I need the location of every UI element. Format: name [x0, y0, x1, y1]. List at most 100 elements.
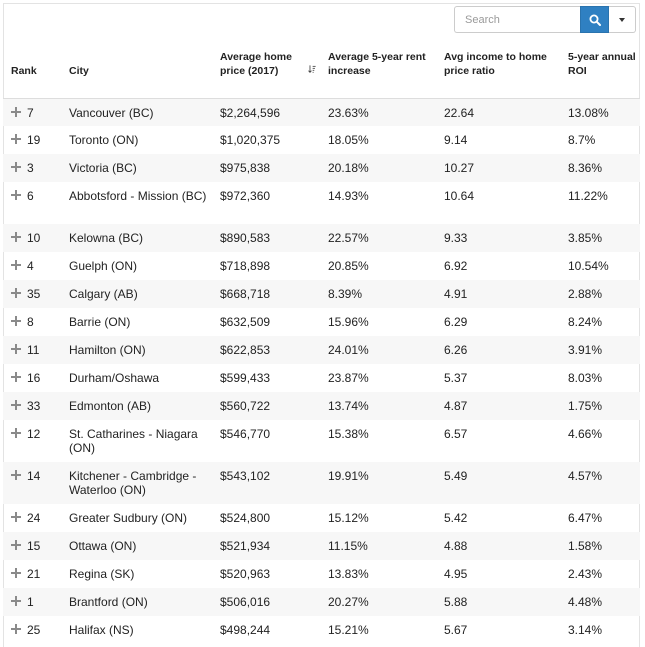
expand-row-plus-icon[interactable] — [11, 624, 21, 634]
expand-row-plus-icon[interactable] — [11, 512, 21, 522]
roi-cell: 8.24% — [568, 315, 603, 329]
expand-row-plus-icon[interactable] — [11, 134, 21, 144]
table-row[interactable]: 11 Hamilton (ON) $622,853 24.01% 6.26 3.91% — [3, 336, 640, 364]
rent-increase-cell: 20.27% — [328, 588, 444, 616]
column-header-rank[interactable]: Rank — [3, 46, 69, 99]
rank-cell: 15 — [3, 532, 69, 560]
income-ratio-cell: 9.14 — [444, 133, 468, 147]
income-ratio-cell: 5.67 — [444, 623, 468, 637]
expand-row-plus-icon[interactable] — [11, 400, 21, 410]
rank-cell: 33 — [3, 392, 69, 420]
table-row[interactable]: 21 Regina (SK) $520,963 13.83% 4.95 2.43% — [3, 560, 640, 588]
rent-increase-cell: 13.74% — [328, 392, 444, 420]
city-cell: Regina (SK) — [69, 567, 135, 581]
roi-cell: 4.48% — [568, 588, 640, 616]
rank-value: 3 — [27, 161, 34, 175]
roi-cell: 8.03% — [568, 371, 603, 385]
table-row[interactable]: 3 Victoria (BC) $975,838 20.18% 10.27 8.36% — [3, 154, 640, 182]
roi-cell: 11.22% — [568, 189, 608, 203]
table-row[interactable]: 35 Calgary (AB) $668,718 8.39% 4.91 2.88% — [3, 280, 640, 308]
income-ratio-cell: 10.27 — [444, 154, 568, 182]
table-toolbar — [454, 6, 636, 33]
column-header-price-label: Average home price (2017) — [220, 50, 292, 77]
table-row[interactable]: 14 Kitchener - Cambridge - Waterloo (ON) $… — [3, 462, 640, 504]
roi-cell: 13.08% — [568, 98, 640, 126]
table-row[interactable]: 15 Ottawa (ON) $521,934 11.15% 4.88 1.58% — [3, 532, 640, 560]
table-row[interactable]: 19 Toronto (ON) $1,020,375 18.05% 9.14 8.7% — [3, 126, 640, 154]
rank-value: 14 — [27, 469, 41, 483]
column-header-roi[interactable]: 5-year annual ROI — [568, 46, 640, 99]
expand-row-plus-icon[interactable] — [11, 232, 21, 242]
expand-row-plus-icon[interactable] — [11, 162, 21, 172]
table-row[interactable]: 10 Kelowna (BC) $890,583 22.57% 9.33 3.85% — [3, 224, 640, 252]
expand-row-plus-icon[interactable] — [11, 540, 21, 550]
rank-value: 25 — [27, 623, 41, 637]
rent-increase-cell: 23.87% — [328, 371, 369, 385]
price-cell: $599,433 — [220, 371, 271, 385]
price-cell: $890,583 — [220, 224, 328, 252]
column-header-city[interactable]: City — [69, 46, 220, 99]
rent-increase-cell: 23.63% — [328, 98, 444, 126]
rank-value: 6 — [27, 189, 34, 203]
table-row[interactable]: 25 Halifax (NS) $498,244 15.21% 5.67 3.14% — [3, 616, 640, 644]
rent-increase-cell: 20.18% — [328, 154, 444, 182]
expand-row-plus-icon[interactable] — [11, 470, 21, 480]
table-row[interactable]: 33 Edmonton (AB) $560,722 13.74% 4.87 1.75% — [3, 392, 640, 420]
roi-cell: 3.91% — [568, 336, 640, 364]
rank-value: 7 — [27, 105, 34, 120]
city-cell: Abbotsford - Mission (BC) — [69, 189, 207, 203]
expand-row-plus-icon[interactable] — [11, 596, 21, 606]
rank-value: 24 — [27, 511, 41, 525]
search-button[interactable] — [580, 6, 609, 33]
table-row[interactable]: 1 Brantford (ON) $506,016 20.27% 5.88 4.48% — [3, 588, 640, 616]
table-row[interactable]: 7 Vancouver (BC) $2,264,596 23.63% 22.64 13.0… — [3, 98, 640, 126]
rank-cell: 4 — [3, 252, 69, 280]
rank-value: 1 — [27, 595, 34, 609]
rank-value: 35 — [27, 287, 41, 301]
expand-row-plus-icon[interactable] — [11, 106, 21, 117]
table-row[interactable]: 8 Barrie (ON) $632,509 15.96% 6.29 8.24% — [3, 308, 640, 336]
rank-cell: 12 — [3, 420, 69, 462]
roi-cell: 3.85% — [568, 224, 640, 252]
table-row[interactable]: 24 Greater Sudbury (ON) $524,800 15.12% 5.42… — [3, 504, 640, 532]
expand-row-plus-icon[interactable] — [11, 288, 21, 298]
table-row[interactable]: 4 Guelph (ON) $718,898 20.85% 6.92 10.54% — [3, 252, 640, 280]
rank-cell: 24 — [3, 504, 69, 532]
column-header-ratio[interactable]: Avg income to home price ratio — [444, 46, 568, 99]
rank-value: 15 — [27, 539, 41, 553]
expand-row-plus-icon[interactable] — [11, 344, 21, 354]
table-row[interactable]: 16 Durham/Oshawa $599,433 23.87% 5.37 8.03% — [3, 364, 640, 392]
price-cell: $972,360 — [220, 189, 271, 203]
rank-cell: 25 — [3, 616, 69, 644]
expand-row-plus-icon[interactable] — [11, 260, 21, 270]
search-input[interactable] — [454, 6, 580, 33]
rent-increase-cell: 15.12% — [328, 511, 369, 525]
options-dropdown-button[interactable] — [609, 6, 636, 33]
city-cell: Hamilton (ON) — [69, 336, 220, 364]
column-header-price[interactable]: Average home price (2017) — [220, 46, 328, 99]
housing-table: Rank City Average home price (2017) Aver… — [3, 46, 640, 644]
price-cell: $520,963 — [220, 567, 271, 581]
expand-row-plus-icon[interactable] — [11, 190, 21, 200]
sort-descending-icon[interactable] — [308, 63, 316, 75]
city-cell: Kelowna (BC) — [69, 224, 220, 252]
income-ratio-cell: 5.37 — [444, 371, 468, 385]
rank-value: 11 — [27, 343, 40, 357]
rent-increase-cell: 19.91% — [328, 462, 444, 504]
rank-cell: 8 — [3, 308, 69, 336]
table-row[interactable]: 12 St. Catharines - Niagara (ON) $546,770 1… — [3, 420, 640, 462]
expand-row-plus-icon[interactable] — [11, 316, 21, 326]
city-cell: Edmonton (AB) — [69, 392, 220, 420]
city-cell: Guelph (ON) — [69, 259, 138, 273]
rank-value: 10 — [27, 231, 41, 245]
expand-row-plus-icon[interactable] — [11, 428, 21, 438]
income-ratio-cell: 6.92 — [444, 259, 468, 273]
expand-row-plus-icon[interactable] — [11, 372, 21, 382]
expand-row-plus-icon[interactable] — [11, 568, 21, 578]
income-ratio-cell: 22.64 — [444, 98, 568, 126]
column-header-rent[interactable]: Average 5-year rent increase — [328, 46, 444, 99]
table-row[interactable]: 6 Abbotsford - Mission (BC) $972,360 14.93%… — [3, 182, 640, 224]
rank-value: 4 — [27, 259, 34, 273]
rank-cell: 14 — [3, 462, 69, 504]
price-cell: $560,722 — [220, 392, 328, 420]
